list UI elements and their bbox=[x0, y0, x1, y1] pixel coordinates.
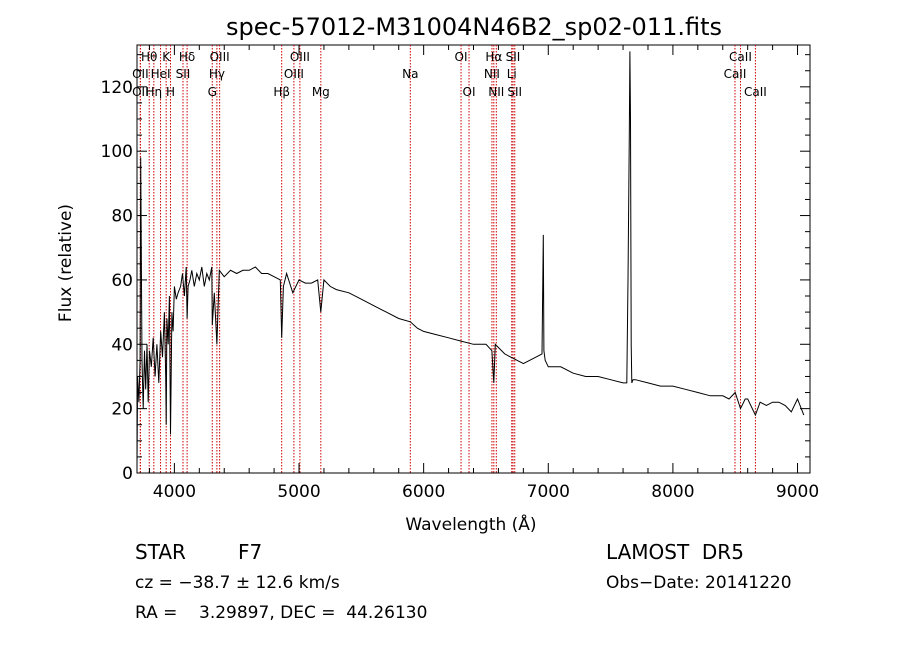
spectral-line-label: CaII bbox=[744, 85, 767, 99]
chart-title: spec-57012-M31004N46B2_sp02-011.fits bbox=[226, 13, 722, 41]
y-tick-label: 100 bbox=[101, 142, 133, 162]
spectral-line-label: Na bbox=[402, 67, 418, 81]
y-tick-label: 80 bbox=[111, 207, 133, 227]
x-tick-label: 8000 bbox=[651, 482, 694, 502]
x-tick-label: 9000 bbox=[776, 482, 819, 502]
spectral-line-label: Hθ bbox=[141, 50, 157, 64]
spectral-line-label: Li bbox=[507, 67, 517, 81]
spectral-line-label: K bbox=[162, 50, 171, 64]
spectrum-series bbox=[136, 51, 805, 467]
y-tick-label: 40 bbox=[111, 335, 133, 355]
observation-date: Obs−Date: 20141220 bbox=[606, 573, 792, 593]
spectral-line-label: Hη bbox=[146, 85, 163, 99]
spectral-line-label: SII bbox=[507, 85, 522, 99]
spectral-line-label: OIII bbox=[290, 50, 310, 64]
spectral-line-label: Mg bbox=[312, 85, 330, 99]
x-tick-label: 6000 bbox=[402, 482, 445, 502]
spectral-line-label: CaII bbox=[724, 67, 747, 81]
spectral-line-label: H bbox=[166, 85, 175, 99]
coordinates: RA = 3.29897, DEC = 44.26130 bbox=[135, 603, 428, 623]
y-axis-ticks: 0 20 40 60 80 100 120 bbox=[101, 54, 810, 484]
plot-border bbox=[136, 44, 811, 474]
spectrum-line bbox=[136, 51, 805, 467]
spectral-line-label: G bbox=[208, 85, 217, 99]
spectral-line-label: Hδ bbox=[179, 50, 195, 64]
spectral-line-label: OIII bbox=[284, 67, 304, 81]
spectral-line-label: OII bbox=[132, 85, 149, 99]
redshift-velocity: cz = −38.7 ± 12.6 km/s bbox=[135, 573, 340, 593]
spectral-line-label: SII bbox=[506, 50, 521, 64]
plot-frame bbox=[136, 44, 811, 474]
y-tick-label: 0 bbox=[122, 464, 133, 484]
spectral-line-label: NII bbox=[488, 85, 504, 99]
spectral-line-label: SII bbox=[176, 67, 191, 81]
spectral-line-markers bbox=[139, 45, 756, 473]
spectral-line-label: Hα bbox=[485, 50, 502, 64]
spectral-line-label: OI bbox=[463, 85, 476, 99]
x-tick-label: 7000 bbox=[527, 482, 570, 502]
survey-name: LAMOST DR5 bbox=[606, 540, 744, 564]
spectral-line-label: NII bbox=[484, 67, 500, 81]
spectral-line-label: OI bbox=[455, 50, 468, 64]
spectral-line-label: CaII bbox=[729, 50, 752, 64]
spectral-line-label: Hγ bbox=[209, 67, 225, 81]
y-tick-label: 20 bbox=[111, 400, 133, 420]
y-tick-label: 60 bbox=[111, 271, 133, 291]
spectral-line-label: OIII bbox=[210, 50, 230, 64]
object-subclass: F7 bbox=[238, 540, 263, 564]
object-class: STAR bbox=[135, 540, 186, 564]
y-axis-label: Flux (relative) bbox=[56, 204, 76, 322]
y-tick-label: 120 bbox=[101, 78, 133, 98]
spectral-line-label: HeI bbox=[151, 67, 171, 81]
x-axis-ticks: 4000 5000 6000 7000 8000 9000 bbox=[148, 45, 819, 502]
spectral-line-label: Hβ bbox=[273, 85, 290, 99]
spectral-line-label: OII bbox=[132, 67, 149, 81]
x-tick-label: 4000 bbox=[153, 482, 196, 502]
x-axis-label: Wavelength (Å) bbox=[405, 513, 536, 535]
x-tick-label: 5000 bbox=[277, 482, 320, 502]
